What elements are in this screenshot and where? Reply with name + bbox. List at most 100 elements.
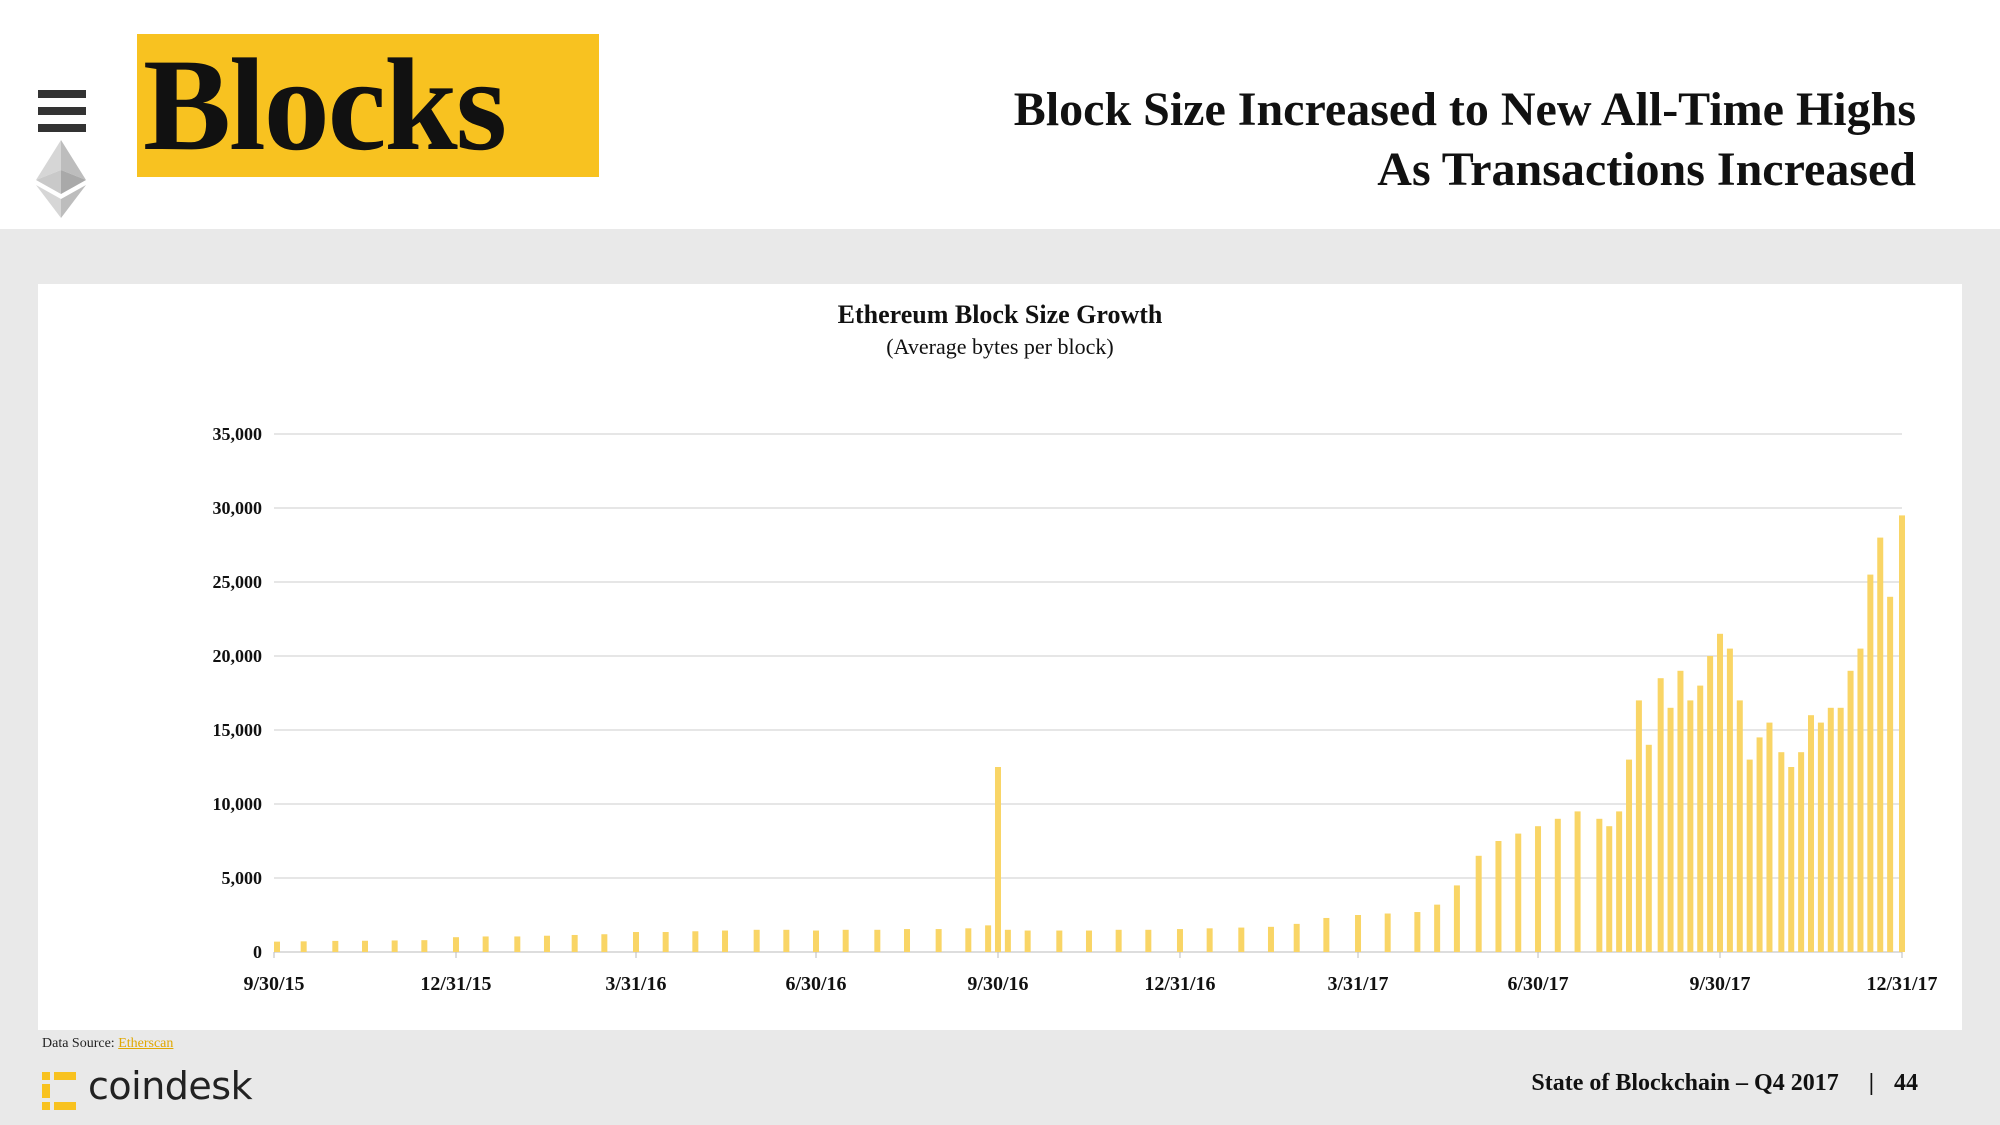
y-tick-label: 15,000 (213, 720, 263, 740)
data-bar (1206, 928, 1213, 952)
x-tick-label: 9/30/15 (243, 973, 304, 995)
data-source-note: Data Source: Etherscan (42, 1036, 173, 1052)
data-bar (1434, 904, 1441, 952)
data-source-label: Data Source: (42, 1036, 119, 1051)
data-bar (1827, 707, 1834, 952)
data-bar (1238, 927, 1245, 952)
data-bar (1554, 818, 1561, 952)
data-bar (391, 940, 398, 952)
data-bar (1645, 744, 1652, 952)
data-bar (1667, 707, 1674, 952)
y-tick-label: 0 (253, 942, 262, 962)
data-bar (994, 767, 1001, 952)
headline-line-2: As Transactions Increased (1377, 143, 1916, 196)
data-bar (332, 940, 339, 952)
data-bar (1414, 912, 1421, 952)
y-tick-label: 5,000 (222, 868, 263, 888)
x-axis-ticks: 9/30/15 12/31/15 3/31/16 6/30/16 9/30/16 12/3… (243, 952, 1938, 995)
header-bar: Blocks Block Size Increased to New All-T… (0, 0, 2000, 229)
x-tick-label: 12/31/16 (1144, 973, 1215, 995)
data-bar (1697, 685, 1704, 952)
x-tick-label: 3/31/16 (605, 973, 666, 995)
data-bar (1176, 929, 1183, 952)
data-bar (1788, 767, 1795, 952)
y-tick-label: 30,000 (213, 498, 263, 518)
data-bar (1707, 656, 1714, 952)
data-bar (1677, 670, 1684, 952)
data-bar (662, 932, 669, 952)
x-tick-label: 3/31/17 (1327, 973, 1388, 995)
data-bar (1635, 700, 1642, 952)
data-bar (1837, 707, 1844, 952)
coindesk-logo-icon (42, 1072, 76, 1110)
data-bar (1756, 737, 1763, 952)
data-bar (1766, 722, 1773, 952)
data-bar (1355, 915, 1362, 952)
data-bar (783, 929, 790, 952)
data-bar (722, 930, 729, 952)
y-tick-label: 35,000 (213, 424, 263, 444)
data-bar (1515, 833, 1522, 952)
data-bar (1746, 759, 1753, 952)
x-tick-label: 9/30/17 (1689, 973, 1750, 995)
data-bar (813, 930, 820, 952)
data-bar (543, 935, 550, 952)
chart-title: Ethereum Block Size Growth (838, 300, 1163, 329)
data-bar (1717, 633, 1724, 952)
data-bar (482, 936, 489, 952)
chart-panel: Ethereum Block Size Growth (Average byte… (38, 284, 1962, 1030)
data-bar (1736, 700, 1743, 952)
data-bar (874, 929, 881, 952)
y-axis-ticks: 0 5,000 10,000 15,000 20,000 25,000 30,000 35,0… (213, 424, 263, 962)
data-bar (904, 929, 911, 952)
data-bar (1004, 929, 1011, 952)
data-bar (601, 934, 608, 952)
slide-headline: Block Size Increased to New All-Time Hig… (1014, 80, 1916, 200)
x-tick-label: 12/31/15 (420, 973, 491, 995)
data-bar (1778, 752, 1785, 952)
data-bar (1453, 885, 1460, 952)
data-bar (935, 929, 942, 952)
report-name: State of Blockchain – Q4 2017 (1531, 1070, 1839, 1096)
y-tick-label: 25,000 (213, 572, 263, 592)
data-bar (1877, 537, 1884, 952)
data-bar (1115, 929, 1122, 952)
data-bar (632, 932, 639, 952)
data-bar (1808, 715, 1815, 952)
data-bar (985, 925, 992, 952)
data-bar (842, 929, 849, 952)
data-bar (1475, 855, 1482, 952)
section-title: Blocks (143, 31, 507, 178)
x-tick-label: 12/31/17 (1866, 973, 1937, 995)
data-bar (1535, 826, 1542, 952)
data-bar (1085, 930, 1092, 952)
x-tick-label: 6/30/17 (1507, 973, 1568, 995)
data-bar (1145, 929, 1152, 952)
ethereum-diamond-icon (36, 140, 86, 218)
data-bar (1687, 700, 1694, 952)
data-bar (1596, 818, 1603, 952)
data-bar (1267, 926, 1274, 952)
etherscan-link[interactable]: Etherscan (118, 1036, 174, 1051)
data-bar (1293, 923, 1300, 952)
data-bar (1495, 841, 1502, 952)
data-bar (692, 931, 699, 952)
chart-subtitle: (Average bytes per block) (886, 334, 1113, 359)
hamburger-menu-icon[interactable] (38, 90, 86, 132)
data-bar (1887, 596, 1894, 952)
data-bar (1798, 752, 1805, 952)
data-bar (1384, 913, 1391, 952)
coindesk-wordmark: coindesk (88, 1064, 253, 1108)
page-number: 44 (1894, 1070, 1918, 1096)
data-bar (274, 941, 280, 952)
block-size-chart: Ethereum Block Size Growth (Average byte… (213, 300, 1938, 995)
section-title-box: Blocks (137, 31, 599, 178)
data-bar (1606, 826, 1613, 952)
data-bar (965, 928, 972, 952)
data-bar (1616, 811, 1623, 952)
x-tick-label: 9/30/16 (967, 973, 1028, 995)
data-bar (571, 934, 578, 952)
data-bar (361, 940, 368, 952)
y-tick-label: 10,000 (213, 794, 263, 814)
y-tick-label: 20,000 (213, 646, 263, 666)
